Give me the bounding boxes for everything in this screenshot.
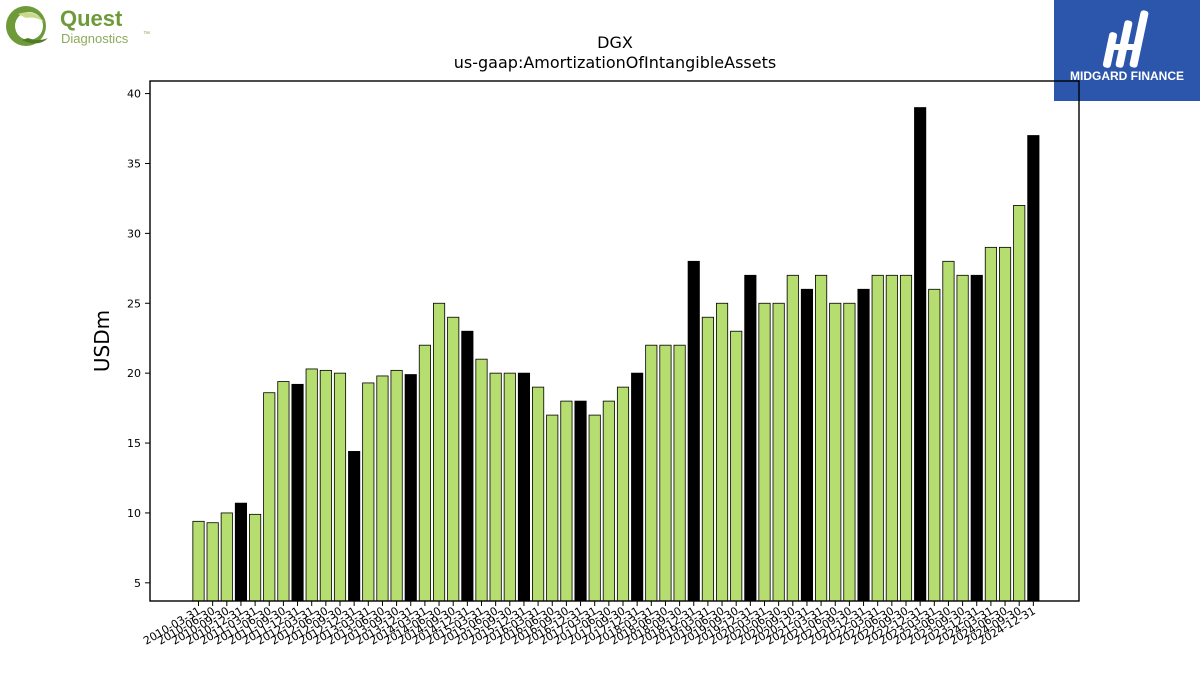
bar-2013-09-30 [390,369,403,602]
bar-2020-03-31 [758,302,771,602]
bar-2024-09-30 [1013,205,1026,602]
bar-2010-12-31 [234,502,248,602]
bar-2021-12-31 [857,288,870,602]
bar-2015-09-30 [503,372,516,602]
bar-2022-12-31 [914,107,927,602]
bar-2022-09-30 [899,274,913,602]
bar-2020-09-30 [786,274,799,602]
bar-2019-03-31 [701,316,714,602]
bar-2018-09-30 [673,344,686,602]
bar-2012-09-30 [333,372,347,602]
bar-2014-03-31 [418,344,431,602]
bar-2016-09-30 [560,400,573,602]
bar-2016-06-30 [546,414,559,602]
bar-2012-12-31 [348,451,361,602]
bar-2011-12-31 [291,383,304,602]
bar-2024-06-30 [998,246,1012,602]
bar-2016-12-31 [574,400,587,602]
bar-2023-12-31 [970,274,983,602]
bar-2013-12-31 [404,374,417,602]
bar-2013-06-30 [376,375,389,602]
x-axis: 2010-03-312010-06-302010-09-302010-12-31… [141,601,1038,648]
bar-2018-12-31 [687,260,700,602]
bar-2017-09-30 [616,386,630,602]
bar-2010-03-31 [192,520,205,602]
bar-2019-09-30 [730,330,743,602]
chart-subtitle: us-gaap:AmortizationOfIntangibleAssets [454,53,776,72]
quest-logo-name: Quest [60,6,123,31]
bar-2021-06-30 [829,302,842,602]
y-axis: 5 10 15 20 25 30 35 40 [127,88,150,590]
bar-2014-12-31 [461,330,474,602]
bar-2023-03-31 [928,288,941,602]
y-tick-label: 10 [127,507,141,520]
bar-2012-06-30 [319,369,332,602]
bar-2015-12-31 [517,372,531,602]
chart-title: DGX [597,33,633,52]
bar-2019-06-30 [715,302,729,602]
bar-2019-12-31 [744,274,757,602]
bar-2020-12-31 [800,288,814,602]
y-tick-label: 40 [127,88,141,101]
bar-2011-09-30 [277,381,290,602]
bar-2023-06-30 [942,260,955,602]
bar-2021-03-31 [815,274,828,602]
bar-2020-06-30 [772,302,785,602]
bar-2010-06-30 [206,522,219,602]
quest-logo-mark-icon [6,6,48,46]
bar-2017-12-31 [631,372,644,602]
y-tick-label: 20 [127,367,141,380]
bar-2010-09-30 [220,512,233,602]
bar-2024-12-31 [1027,135,1040,602]
bar-2022-06-30 [885,274,898,602]
y-axis-label: USDm [90,310,114,372]
bar-2012-03-31 [305,368,318,602]
bar-2015-06-30 [489,372,502,602]
y-tick-label: 30 [127,227,141,240]
bars-layer [192,107,1040,602]
bar-2018-06-30 [659,344,672,602]
quest-logo-sub: Diagnostics [61,31,129,46]
quest-diagnostics-logo: Quest Diagnostics ™ [4,4,164,52]
bar-2013-03-31 [362,382,375,602]
plot-frame [149,80,1080,602]
bar-2017-06-30 [602,400,615,602]
bar-2014-09-30 [447,316,460,602]
bar-2023-09-30 [956,274,969,602]
bar-2024-03-31 [984,246,997,602]
bar-2021-09-30 [843,302,856,602]
midgard-logo-name: MIDGARD FINANCE [1070,69,1184,83]
y-tick-label: 5 [134,577,141,590]
bar-2014-06-30 [432,302,446,602]
midgard-logo-mark-icon [1102,10,1149,68]
bar-2015-03-31 [475,358,488,602]
bar-2017-03-31 [588,414,601,602]
bar-2022-03-31 [871,274,884,602]
bar-2011-06-30 [263,392,276,602]
bar-2016-03-31 [532,386,545,602]
y-tick-label: 35 [127,157,141,170]
y-tick-label: 15 [127,437,141,450]
y-tick-label: 25 [127,297,141,310]
bar-2018-03-31 [645,344,658,602]
bar-2011-03-31 [249,513,262,602]
quest-logo-tm: ™ [143,31,150,38]
